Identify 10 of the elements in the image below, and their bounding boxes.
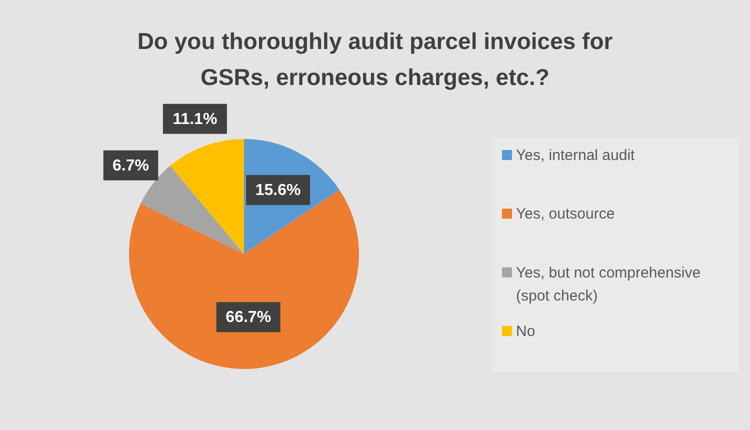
chart-title: Do you thoroughly audit parcel invoices for GSRs, erroneous charges, etc.?: [137, 28, 613, 90]
data-label: 11.1%: [172, 110, 218, 128]
legend-label: Yes, but not comprehensive (spot check): [516, 264, 701, 304]
legend-label: Yes, outsource: [516, 206, 615, 223]
legend-label: No: [516, 323, 536, 340]
pie-slice: [170, 139, 244, 254]
data-label: 66.7%: [226, 309, 272, 326]
data-label: 15.6%: [255, 182, 301, 200]
data-label: 6.7%: [112, 157, 150, 174]
legend-label: Yes, internal audit: [516, 147, 636, 164]
